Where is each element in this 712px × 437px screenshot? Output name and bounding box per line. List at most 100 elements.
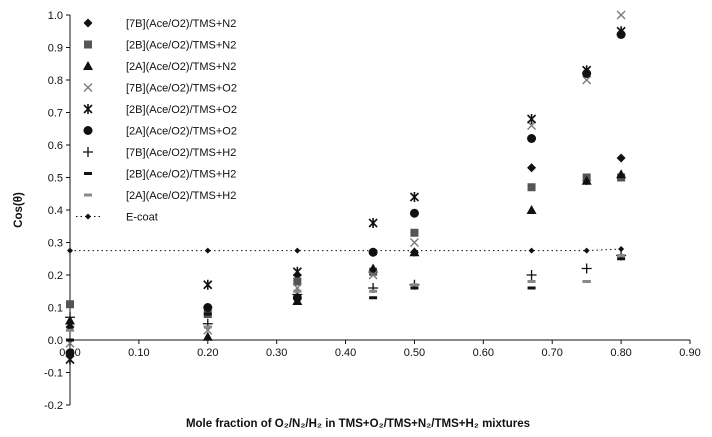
legend-label: [2A](Ace/O2)/TMS+H2 (126, 190, 236, 202)
data-point (411, 247, 418, 254)
legend-marker (84, 193, 92, 197)
y-axis-ticks: -0.2 -0.1 0.0 0.1 0.2 0.3 0.4 0.5 0.6 0.7 0.8 0.9 1.… (44, 10, 70, 412)
legend-item: [2B](Ace/O2)/TMS+H2 (84, 169, 236, 181)
x-tick-label: 0.50 (404, 347, 425, 359)
x-tick-label: 0.40 (335, 347, 356, 359)
legend-marker (83, 147, 93, 157)
data-point (368, 263, 379, 273)
x-axis-title: Mole fraction of O₂/N₂/H₂ in TMS+O₂/TMS+… (186, 418, 530, 430)
data-point (293, 289, 302, 293)
legend-marker (83, 104, 93, 114)
data-point (527, 134, 537, 143)
data-point (526, 270, 537, 280)
data-point (616, 10, 626, 20)
data-point (369, 289, 378, 293)
data-point (203, 325, 212, 329)
data-point (583, 247, 590, 254)
data-point (527, 163, 537, 173)
data-point (203, 279, 213, 290)
data-point (527, 280, 536, 283)
data-points (65, 10, 627, 365)
legend-marker (85, 213, 91, 220)
legend-label: [2B](Ace/O2)/TMS+H2 (126, 169, 236, 181)
data-point (526, 205, 537, 214)
data-point (368, 218, 378, 228)
y-tick-label: 0.1 (48, 303, 63, 315)
data-point (616, 169, 627, 179)
legend-label: E-coat (126, 212, 158, 224)
data-point (410, 228, 419, 237)
x-axis-ticks: 0.000.100.200.300.400.500.600.700.800.90 (59, 340, 701, 359)
data-point (410, 286, 419, 290)
x-tick-label: 0.90 (679, 347, 700, 359)
series-8 (66, 254, 626, 332)
series-9 (67, 246, 625, 254)
data-point (617, 257, 626, 261)
legend-label: [2A](Ace/O2)/TMS+N2 (126, 61, 236, 73)
legend-label: [2B](Ace/O2)/TMS+N2 (126, 40, 236, 52)
legend-label: [2B](Ace/O2)/TMS+O2 (126, 104, 237, 116)
legend-label: [7B](Ace/O2)/TMS+H2 (126, 147, 236, 159)
legend-marker (84, 40, 92, 49)
legend-label: [7B](Ace/O2)/TMS+N2 (126, 18, 236, 30)
data-point (66, 300, 74, 309)
legend-item: [2B](Ace/O2)/TMS+N2 (84, 40, 236, 52)
axes (69, 15, 690, 405)
data-point (293, 277, 302, 286)
data-point (618, 246, 625, 252)
data-point (582, 75, 592, 85)
legend-item: [7B](Ace/O2)/TMS+N2 (83, 18, 236, 30)
y-tick-label: 0.7 (48, 108, 63, 120)
data-point (527, 183, 536, 192)
data-point (526, 114, 537, 124)
y-tick-label: 0.8 (48, 75, 63, 87)
data-point (203, 312, 212, 316)
data-point (527, 286, 536, 290)
legend-marker (83, 126, 93, 135)
series-7 (66, 257, 626, 342)
legend-marker (83, 61, 93, 70)
data-point (293, 296, 302, 300)
data-point (204, 247, 211, 254)
data-point (617, 254, 626, 257)
data-point (202, 331, 213, 341)
data-point (65, 348, 75, 358)
series-2 (65, 169, 627, 341)
data-point (294, 247, 301, 254)
legend-marker (83, 83, 93, 92)
x-tick-label: 0.20 (197, 347, 218, 359)
series-6 (65, 250, 627, 329)
y-tick-label: 0.6 (48, 140, 63, 152)
x-tick-label: 0.10 (128, 347, 149, 359)
legend-item: [2A](Ace/O2)/TMS+O2 (83, 126, 237, 138)
legend-label: [2A](Ace/O2)/TMS+O2 (126, 126, 237, 138)
data-point (67, 247, 73, 254)
data-point (368, 270, 378, 280)
data-point (369, 296, 378, 300)
data-point (409, 238, 419, 247)
legend-item: E-coat (76, 212, 158, 224)
y-axis-title: Cos(θ) (13, 192, 25, 228)
data-point (527, 121, 537, 130)
legend-item: [2A](Ace/O2)/TMS+H2 (84, 190, 236, 202)
y-tick-label: 0.5 (48, 173, 63, 185)
legend-item: [2B](Ace/O2)/TMS+O2 (83, 104, 237, 116)
legend-item: [2A](Ace/O2)/TMS+N2 (83, 61, 236, 73)
legend-item: [7B](Ace/O2)/TMS+H2 (83, 147, 236, 159)
data-point (409, 192, 420, 202)
x-tick-label: 0.30 (266, 347, 287, 359)
x-tick-label: 0.60 (473, 347, 494, 359)
y-tick-label: -0.2 (44, 400, 63, 412)
y-tick-label: 0.9 (48, 43, 63, 55)
y-tick-label: 0.0 (48, 335, 63, 347)
data-point (581, 263, 592, 274)
data-point (616, 30, 626, 39)
y-tick-label: 0.2 (48, 270, 63, 282)
data-point (582, 280, 591, 283)
data-point (528, 247, 535, 254)
data-point (370, 247, 377, 254)
data-point (203, 303, 213, 312)
legend: [7B](Ace/O2)/TMS+N2 [2B](Ace/O2)/TMS+N2 [2… (76, 18, 237, 224)
y-tick-label: 1.0 (48, 10, 63, 22)
